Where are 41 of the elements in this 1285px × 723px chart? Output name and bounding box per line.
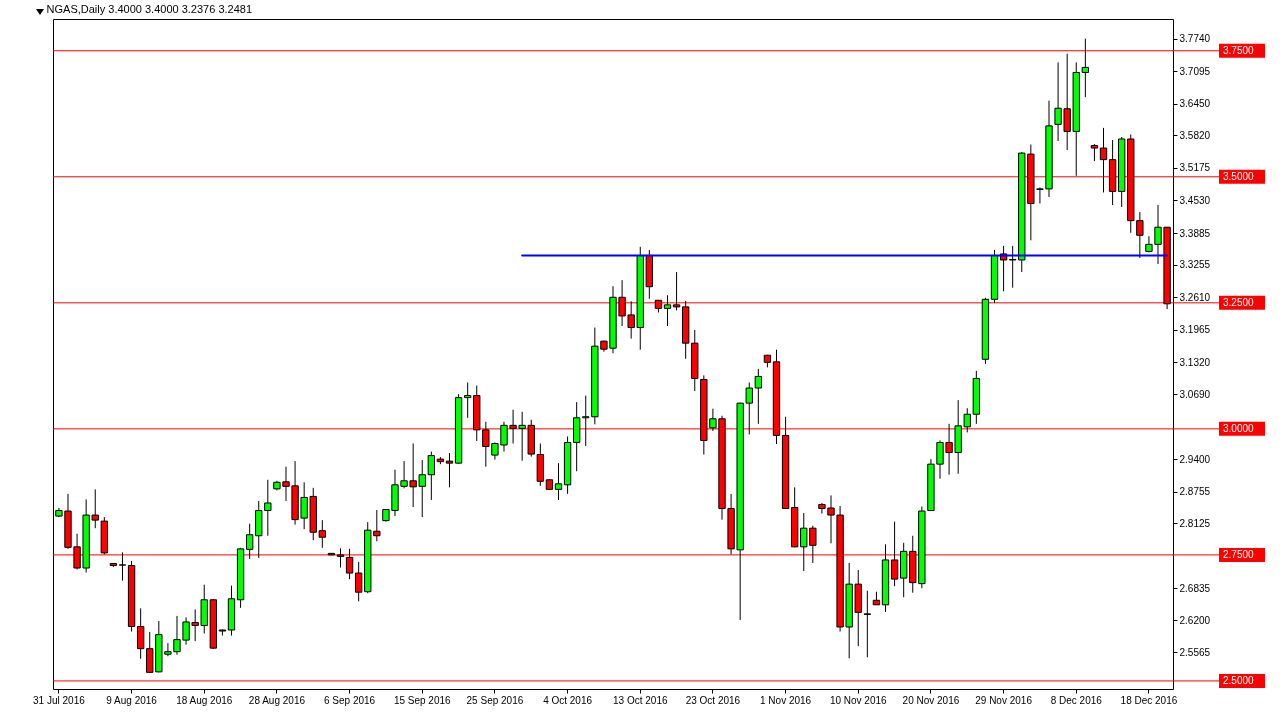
y-tick-label: 3.5175 [1179, 162, 1211, 174]
y-tick-label: 2.8125 [1179, 517, 1211, 529]
x-tick-label: 15 Sep 2016 [393, 694, 452, 706]
ref-line-label: 3.7500 [1223, 44, 1255, 56]
y-tick-label: 3.0690 [1179, 388, 1211, 400]
x-tick-label: 20 Nov 2016 [902, 694, 960, 706]
ref-line-label: 2.5000 [1223, 674, 1255, 686]
x-tick-label: 18 Aug 2016 [176, 694, 233, 706]
y-tick-label: 3.3885 [1179, 227, 1211, 239]
y-tick-label: 2.6835 [1179, 582, 1211, 594]
x-tick-label: 13 Oct 2016 [613, 694, 668, 706]
y-tick-label: 3.7740 [1179, 33, 1211, 45]
ref-line-label: 3.2500 [1223, 296, 1255, 308]
y-tick-label: 3.1320 [1179, 356, 1211, 368]
x-tick-label: 8 Dec 2016 [1050, 694, 1103, 706]
x-tick-label: 28 Aug 2016 [248, 694, 306, 706]
x-tick-label: 18 Dec 2016 [1120, 694, 1178, 706]
x-tick-label: 6 Sep 2016 [323, 694, 376, 706]
x-tick-label: 31 Jul 2016 [33, 694, 86, 706]
y-tick-label: 2.5565 [1179, 646, 1211, 658]
x-tick-label: 1 Nov 2016 [760, 694, 812, 706]
x-tick-label: 29 Nov 2016 [975, 694, 1033, 706]
ref-line-label: 3.0000 [1223, 422, 1255, 434]
y-tick-label: 2.6200 [1179, 614, 1211, 626]
y-tick-label: 3.6450 [1179, 98, 1211, 110]
y-tick-label: 3.7095 [1179, 65, 1211, 77]
y-tick-label: 3.2610 [1179, 291, 1211, 303]
x-tick-label: 23 Oct 2016 [685, 694, 741, 706]
x-tick-label: 9 Aug 2016 [106, 694, 158, 706]
x-tick-label: 25 Sep 2016 [466, 694, 524, 706]
y-tick-label: 3.1965 [1179, 324, 1211, 336]
y-tick-label: 3.5820 [1179, 129, 1211, 141]
x-tick-label: 4 Oct 2016 [543, 694, 593, 706]
x-tick-label: 10 Nov 2016 [829, 694, 888, 706]
y-tick-label: 2.8755 [1179, 486, 1211, 498]
y-tick-label: 2.9400 [1179, 453, 1211, 465]
y-tick-label: 3.4530 [1179, 194, 1211, 206]
ref-line-label: 3.5000 [1223, 170, 1255, 182]
chart-title: NGAS,Daily 3.4000 3.4000 3.2376 3.2481 [46, 3, 253, 15]
y-tick-label: 3.3255 [1179, 259, 1211, 271]
ref-line-label: 2.7500 [1223, 548, 1255, 560]
